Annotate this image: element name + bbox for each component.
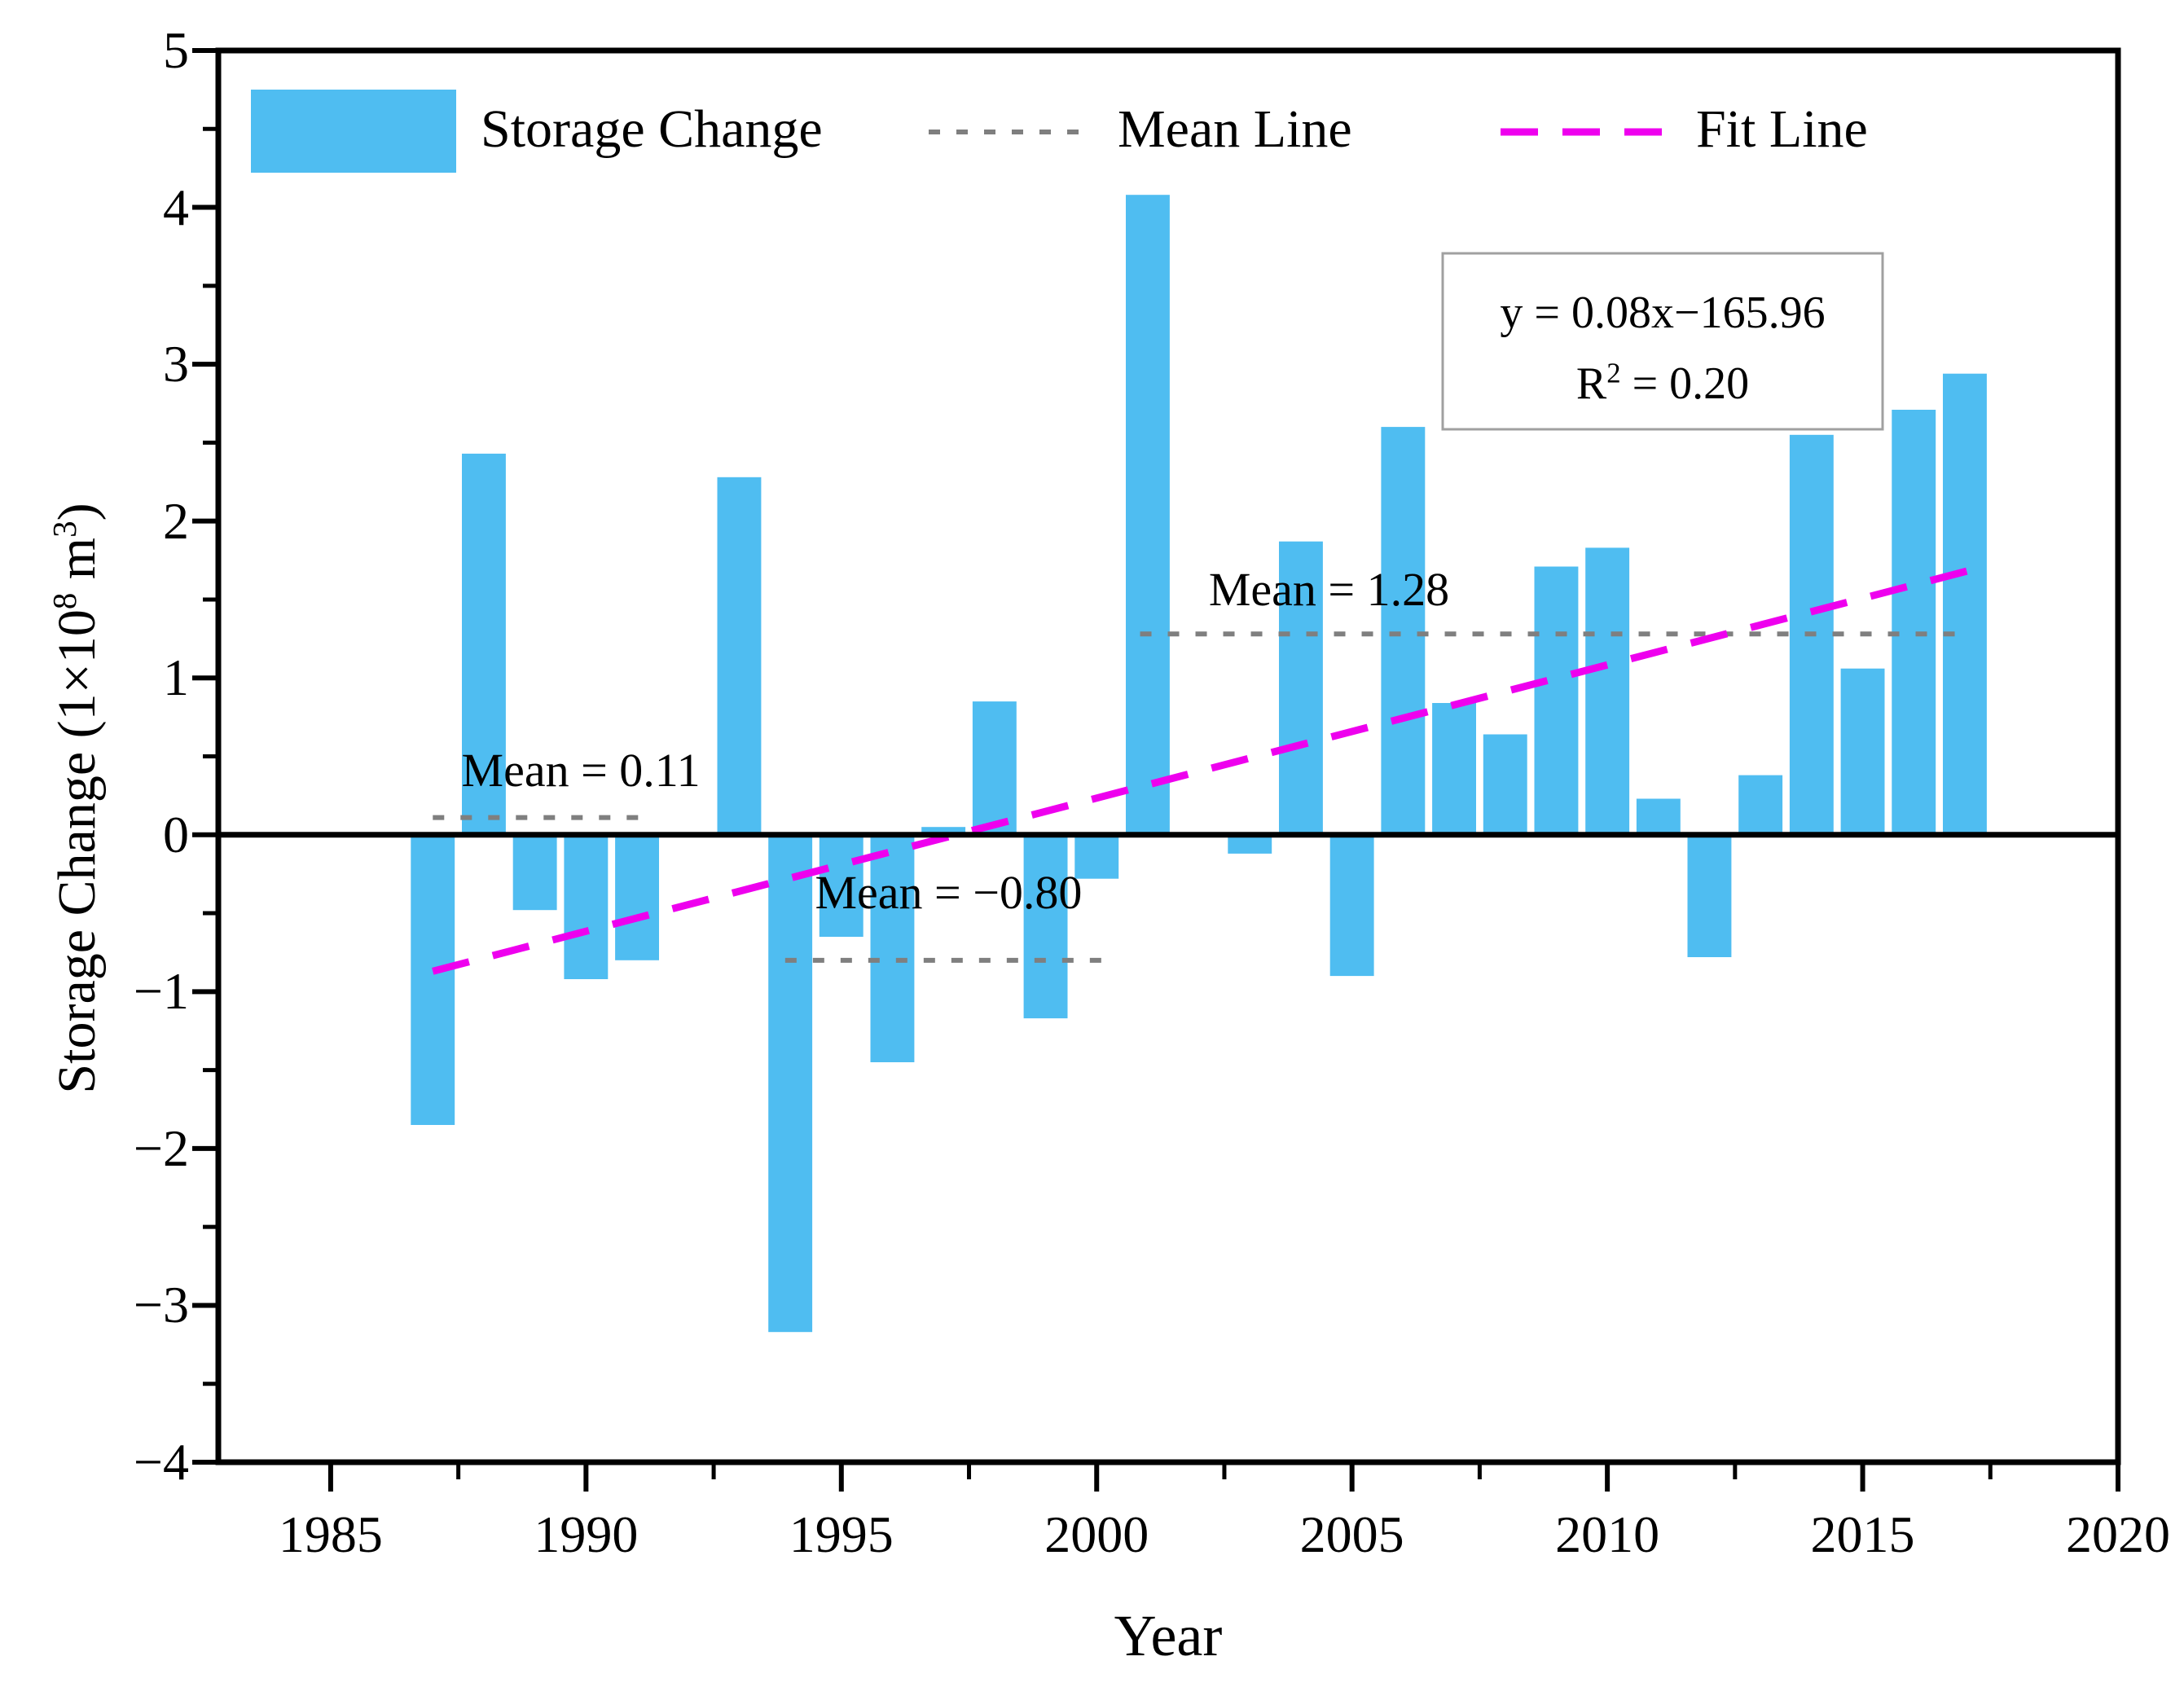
y-tick-label--2: −2 bbox=[133, 1118, 189, 1177]
bar-1996 bbox=[870, 834, 915, 1062]
x-tick-label-2005: 2005 bbox=[1299, 1505, 1404, 1563]
fit-line bbox=[432, 561, 1992, 975]
x-tick-label-1985: 1985 bbox=[278, 1505, 383, 1563]
x-tick-label-2020: 2020 bbox=[2066, 1505, 2170, 1563]
legend-swatch-storage-change bbox=[251, 90, 456, 173]
bar-1993 bbox=[717, 477, 762, 835]
legend-label-fit-line: Fit Line bbox=[1696, 99, 1868, 159]
r-squared-value: = 0.20 bbox=[1620, 358, 1750, 409]
bar-2006 bbox=[1381, 427, 1426, 835]
x-tick-label-1990: 1990 bbox=[534, 1505, 639, 1563]
fit-equation-text: y = 0.08x−165.96 bbox=[1500, 288, 1826, 338]
x-tick-label-2000: 2000 bbox=[1044, 1505, 1149, 1563]
mean-label-1: Mean = 0.11 bbox=[461, 743, 701, 797]
y-tick-label-3: 3 bbox=[163, 335, 189, 393]
bar-1987 bbox=[411, 834, 455, 1125]
mean-label-3: Mean = 1.28 bbox=[1208, 563, 1450, 617]
y-tick-label--4: −4 bbox=[133, 1433, 189, 1491]
bar-2010 bbox=[1585, 547, 1630, 835]
y-axis-title-end: ) bbox=[47, 503, 107, 521]
y-axis-title: Storage Change (1×108 m3) bbox=[46, 310, 107, 1287]
bar-2011 bbox=[1636, 798, 1681, 835]
bar-2016 bbox=[1892, 410, 1936, 835]
bar-2013 bbox=[1738, 775, 1783, 835]
bar-1988 bbox=[462, 453, 506, 835]
legend-label-storage-change: Storage Change bbox=[481, 99, 823, 159]
bar-1995 bbox=[819, 834, 863, 937]
y-tick-label-5: 5 bbox=[163, 21, 189, 79]
bar-2005 bbox=[1329, 834, 1374, 977]
bar-2012 bbox=[1687, 834, 1732, 957]
bar-2009 bbox=[1534, 566, 1579, 835]
y-axis-title-mid: m bbox=[47, 537, 107, 593]
y-tick-label--1: −1 bbox=[133, 962, 189, 1021]
y-tick-label-2: 2 bbox=[163, 491, 189, 550]
y-axis-title-sup8: 8 bbox=[46, 592, 83, 610]
bar-1999 bbox=[1023, 834, 1068, 1019]
r-squared-sup: 2 bbox=[1606, 357, 1621, 389]
mean-label-2: Mean = −0.80 bbox=[815, 866, 1083, 920]
x-tick-label-2015: 2015 bbox=[1810, 1505, 1915, 1563]
equation-box bbox=[1441, 252, 1884, 431]
bar-2008 bbox=[1483, 734, 1527, 835]
y-tick-label-4: 4 bbox=[163, 178, 189, 236]
y-axis-title-text: Storage Change (1×10 bbox=[47, 609, 107, 1094]
bar-1997 bbox=[921, 827, 966, 835]
x-tick-label-1995: 1995 bbox=[789, 1505, 894, 1563]
bar-2004 bbox=[1279, 541, 1323, 835]
bar-2001 bbox=[1126, 195, 1170, 835]
y-axis-title-sup3: 3 bbox=[46, 521, 83, 538]
bar-1989 bbox=[512, 834, 557, 911]
bar-1990 bbox=[564, 834, 609, 979]
y-tick-label-0: 0 bbox=[163, 805, 189, 863]
bar-2000 bbox=[1074, 834, 1119, 879]
bar-2007 bbox=[1432, 703, 1476, 835]
y-tick-label--3: −3 bbox=[133, 1276, 189, 1334]
bar-1998 bbox=[972, 701, 1017, 835]
bar-1994 bbox=[768, 834, 813, 1333]
r-squared-prefix: R bbox=[1575, 358, 1607, 409]
legend-label-mean-line: Mean Line bbox=[1118, 99, 1352, 159]
bar-2015 bbox=[1840, 668, 1885, 835]
y-tick-label-1: 1 bbox=[163, 648, 189, 707]
bar-2003 bbox=[1228, 834, 1272, 854]
x-tick-label-2010: 2010 bbox=[1555, 1505, 1660, 1563]
r-squared-text: R2 = 0.20 bbox=[1575, 358, 1750, 409]
x-axis-title: Year bbox=[1114, 1603, 1223, 1668]
bar-1991 bbox=[615, 834, 659, 960]
bar-2017 bbox=[1943, 373, 1987, 835]
